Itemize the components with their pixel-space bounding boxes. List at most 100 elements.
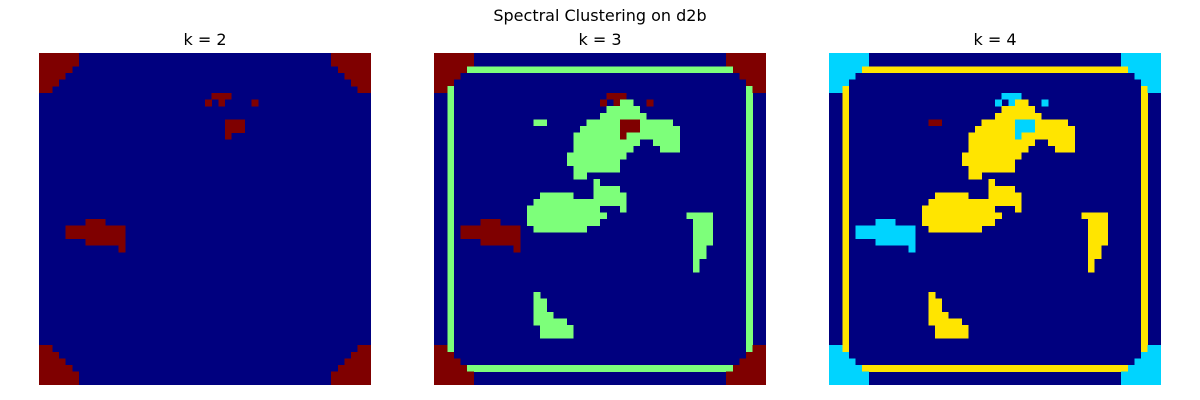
heatmap-cell [45, 358, 53, 366]
heatmap-cell [331, 59, 338, 67]
heatmap-cell [434, 86, 441, 93]
heatmap-cell [759, 66, 766, 74]
heatmap-cell [553, 66, 561, 74]
heatmap-cell [961, 205, 969, 213]
heatmap-cell [842, 351, 850, 359]
heatmap-cell [92, 225, 99, 233]
heatmap-cell [1141, 345, 1148, 352]
heatmap-cell [460, 378, 468, 385]
heatmap-cell [842, 278, 850, 286]
heatmap-cell [78, 232, 86, 240]
heatmap-cell [975, 126, 982, 133]
cluster-heatmap [829, 53, 1161, 385]
heatmap-cell [941, 212, 949, 220]
heatmap-cell [862, 232, 869, 240]
heatmap-cell [364, 378, 371, 385]
heatmap-cell [1001, 106, 1009, 113]
heatmap-cell [105, 232, 113, 240]
heatmap-cell [1141, 278, 1148, 286]
heatmap-cell [1141, 212, 1148, 220]
heatmap-cell [520, 66, 528, 74]
heatmap-cell [626, 99, 634, 107]
heatmap-cell [868, 365, 876, 372]
heatmap-cell [1147, 351, 1155, 359]
heatmap-cell [440, 371, 448, 379]
heatmap-cell [593, 165, 601, 173]
heatmap-cell [726, 371, 733, 379]
heatmap-cell [553, 212, 561, 220]
heatmap-cell [968, 165, 976, 173]
heatmap-cell [948, 225, 956, 233]
heatmap-cell [72, 59, 79, 67]
heatmap-cell [975, 132, 982, 140]
heatmap-cell [975, 199, 982, 206]
heatmap-cell [434, 79, 441, 87]
heatmap-cell [1008, 159, 1016, 167]
heatmap-cell [842, 192, 850, 200]
heatmap-cell [746, 345, 753, 352]
heatmap-cell [513, 225, 521, 233]
heatmap-cell [453, 378, 461, 385]
heatmap-cell [447, 238, 455, 246]
heatmap-cell [639, 119, 647, 127]
heatmap-cell [593, 185, 601, 193]
heatmap-cell [453, 66, 461, 74]
heatmap-cell [45, 53, 53, 60]
heatmap-cell [566, 331, 574, 339]
heatmap-cell [1134, 371, 1142, 379]
heatmap-cell [434, 378, 441, 385]
heatmap-cell [746, 365, 753, 372]
heatmap-cell [440, 53, 448, 60]
heatmap-cell [1014, 92, 1022, 100]
heatmap-cell [566, 66, 574, 74]
heatmap-cell [1054, 139, 1062, 147]
heatmap-cell [732, 66, 740, 74]
heatmap-cell [1061, 139, 1069, 147]
heatmap-cell [364, 371, 371, 379]
heatmap-cell [1041, 365, 1049, 372]
heatmap-cell [842, 232, 850, 240]
heatmap-cell [941, 205, 949, 213]
heatmap-cell [712, 365, 720, 372]
heatmap-cell [1048, 365, 1055, 372]
heatmap-cell [1154, 351, 1161, 359]
heatmap-cell [606, 145, 614, 153]
heatmap-cell [981, 205, 989, 213]
heatmap-cell [842, 72, 850, 80]
heatmap-cell [1008, 106, 1016, 113]
heatmap-cell [955, 212, 962, 220]
heatmap-cell [351, 66, 358, 74]
heatmap-cell [573, 145, 581, 153]
heatmap-cell [759, 345, 766, 352]
heatmap-cell [1014, 126, 1022, 133]
heatmap-cell [573, 159, 581, 167]
heatmap-cell [337, 66, 345, 74]
heatmap-cell [600, 119, 607, 127]
heatmap-cell [606, 159, 614, 167]
heatmap-cell [560, 318, 567, 326]
heatmap-cell [447, 265, 455, 273]
heatmap-cell [835, 371, 843, 379]
heatmap-cell [935, 199, 943, 206]
heatmap-cell [480, 238, 488, 246]
heatmap-cell [1008, 199, 1016, 206]
heatmap-cell [493, 225, 501, 233]
heatmap-cell [1087, 238, 1095, 246]
heatmap-cell [1001, 145, 1009, 153]
heatmap-cell [759, 365, 766, 372]
heatmap-cell [862, 371, 869, 379]
heatmap-cell [434, 53, 441, 60]
heatmap-cell [540, 298, 548, 306]
heatmap-cell [480, 232, 488, 240]
heatmap-cell [440, 351, 448, 359]
heatmap-cell [746, 212, 753, 220]
heatmap-cell [593, 365, 601, 372]
heatmap-cell [45, 365, 53, 372]
heatmap-cell [928, 119, 936, 127]
heatmap-cell [746, 179, 753, 186]
heatmap-cell [351, 365, 358, 372]
heatmap-cell [513, 232, 521, 240]
heatmap-cell [453, 371, 461, 379]
heatmap-cell [586, 199, 594, 206]
heatmap-cell [1127, 53, 1135, 60]
